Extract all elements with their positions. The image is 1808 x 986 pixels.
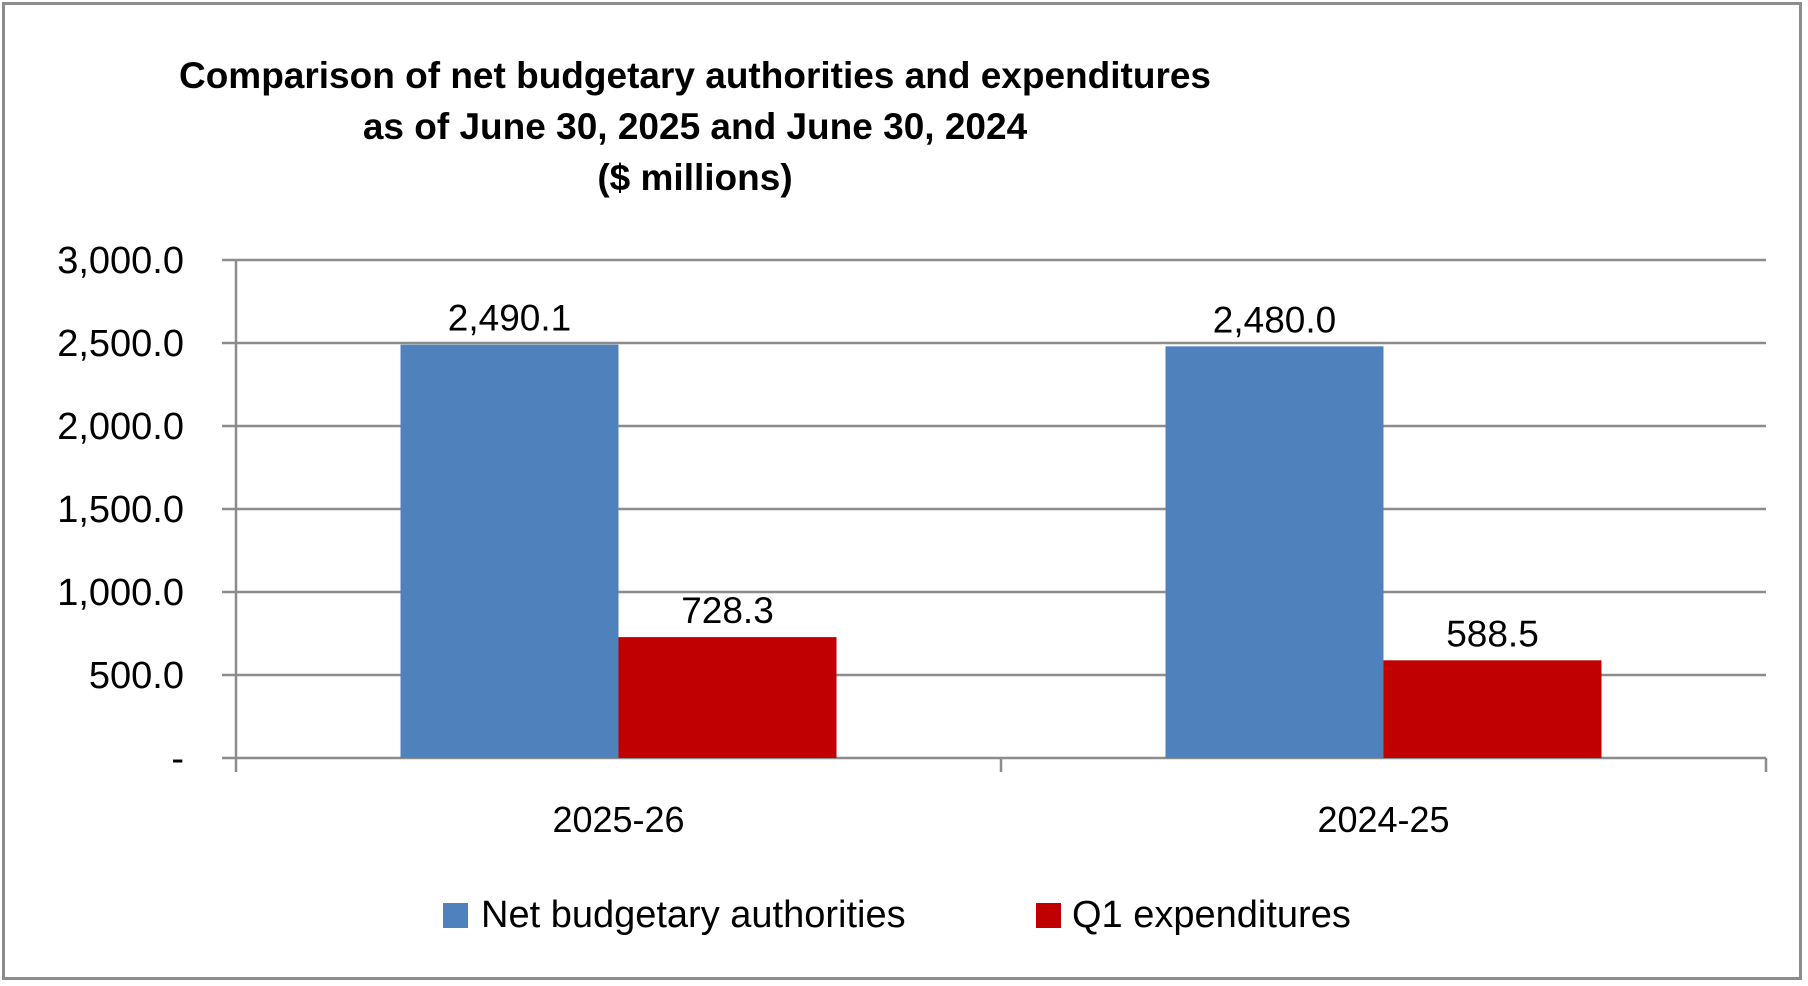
bar-q1-expenditures-2024-25 xyxy=(1383,660,1602,758)
y-tick-label: 500.0 xyxy=(89,655,184,697)
chart-title-line-3: ($ millions) xyxy=(597,157,793,198)
y-tick-label: - xyxy=(171,738,184,780)
y-tick-label: 2,000.0 xyxy=(57,406,184,448)
legend-swatch-q1-expenditures xyxy=(1036,903,1061,928)
data-label: 2,480.0 xyxy=(1213,299,1336,340)
y-tick-label: 1,000.0 xyxy=(57,572,184,614)
data-label: 728.3 xyxy=(681,590,774,631)
x-category-label: 2025-26 xyxy=(552,799,684,840)
y-tick-label: 1,500.0 xyxy=(57,489,184,531)
data-label: 588.5 xyxy=(1446,613,1539,654)
y-tick-label: 3,000.0 xyxy=(57,240,184,282)
y-tick-label: 2,500.0 xyxy=(57,323,184,365)
x-category-label: 2024-25 xyxy=(1317,799,1449,840)
legend-label: Net budgetary authorities xyxy=(481,894,906,936)
bar-authorities-2024-25 xyxy=(1165,346,1384,758)
chart-title-line-2: as of June 30, 2025 and June 30, 2024 xyxy=(362,106,1028,147)
chart-title-line-1: Comparison of net budgetary authorities … xyxy=(178,55,1212,96)
bar-authorities-2025-26 xyxy=(400,344,619,758)
legend-label: Q1 expenditures xyxy=(1072,894,1351,936)
bar-q1-expenditures-2025-26 xyxy=(618,637,837,758)
legend-swatch-authorities xyxy=(443,903,468,928)
chart-title: Comparison of net budgetary authorities … xyxy=(0,50,1390,203)
data-label: 2,490.1 xyxy=(448,298,571,339)
